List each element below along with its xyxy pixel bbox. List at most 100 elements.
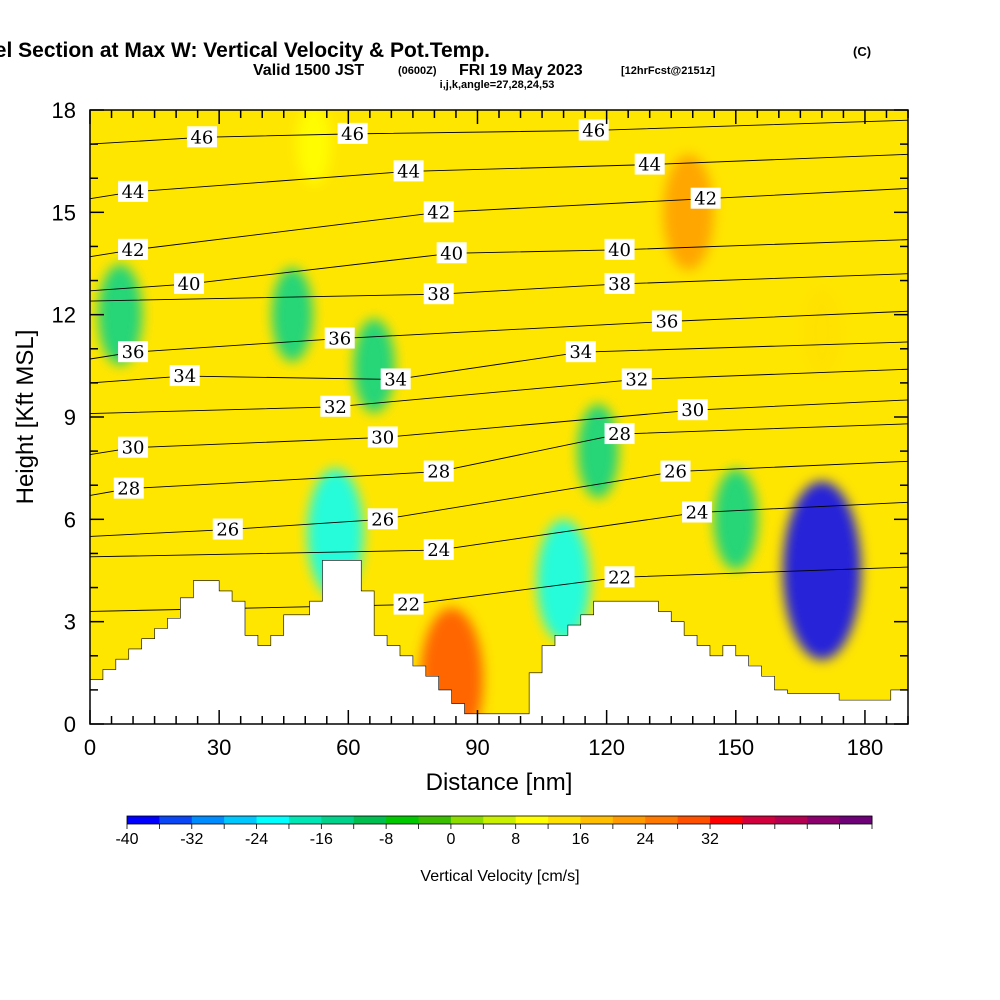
contour-label-text: 30 xyxy=(681,400,704,421)
plot-area xyxy=(90,110,908,724)
x-tick-label: 60 xyxy=(336,735,360,760)
contour-label-text: 36 xyxy=(328,329,351,350)
x-axis-title: Distance [nm] xyxy=(426,769,573,796)
contour-label-text: 26 xyxy=(216,520,239,541)
contour-label: 22 xyxy=(604,566,635,588)
colorbar-tick-label: -24 xyxy=(245,831,268,848)
contour-label-box xyxy=(565,341,596,363)
contour-label-text: 28 xyxy=(608,424,631,445)
colorbar-tick-label: 8 xyxy=(511,831,520,848)
x-tick-label: 180 xyxy=(847,735,884,760)
colorbar-swatch xyxy=(159,816,193,824)
contour-label: 38 xyxy=(604,272,635,295)
y-axis-title: Height [Kft MSL] xyxy=(12,330,39,505)
contour-label-box xyxy=(320,395,351,417)
contour-label: 44 xyxy=(634,153,665,176)
colorbar-tick-label: 32 xyxy=(701,831,719,848)
contour-label: 46 xyxy=(578,119,609,141)
contour-label-text: 38 xyxy=(427,284,450,305)
contour-label-box xyxy=(604,423,635,445)
velocity-cell xyxy=(353,318,395,413)
x-tick-label: 30 xyxy=(207,735,231,760)
contour-label-box xyxy=(634,153,665,175)
contour-label-text: 34 xyxy=(384,369,407,390)
contour-label: 42 xyxy=(423,201,454,223)
contour-label: 46 xyxy=(337,122,368,145)
colorbar-swatch xyxy=(224,816,258,824)
isentrope-line xyxy=(90,273,908,302)
contour-label-text: 36 xyxy=(122,342,145,363)
contour-label-text: 26 xyxy=(371,509,394,530)
contour-label-text: 42 xyxy=(694,189,717,210)
velocity-cell xyxy=(536,519,591,642)
contour-label-box xyxy=(118,238,149,260)
contour-label: 36 xyxy=(118,341,149,363)
colorbar-swatch xyxy=(450,816,484,824)
contour-label-box xyxy=(604,238,635,260)
contour-label: 40 xyxy=(174,272,205,295)
contour-label-text: 46 xyxy=(190,127,213,148)
contour-label: 22 xyxy=(393,593,424,616)
colorbar-tick-label: 24 xyxy=(636,831,654,848)
y-tick-label: 3 xyxy=(64,610,76,635)
contour-label-box xyxy=(393,160,424,182)
contour-label-box xyxy=(393,593,424,615)
contour-label-box xyxy=(380,368,411,390)
contour-label-text: 46 xyxy=(341,124,364,145)
contour-label-box xyxy=(113,477,144,499)
contour-label-box xyxy=(118,436,149,458)
contour-label: 44 xyxy=(118,180,149,203)
colorbar-swatch xyxy=(353,816,387,824)
forecast-info: [12hrFcst@2151z] xyxy=(621,65,715,77)
contour-label-box xyxy=(367,426,398,448)
colorbar-swatch xyxy=(677,816,711,824)
y-tick-label: 9 xyxy=(64,405,76,430)
x-tick-label: 150 xyxy=(717,735,754,760)
y-tick-label: 15 xyxy=(52,200,76,225)
contour-label-box xyxy=(367,508,398,530)
contour-label: 24 xyxy=(423,539,454,561)
contour-label-text: 22 xyxy=(397,595,420,616)
contour-label-text: 42 xyxy=(427,202,450,223)
contour-label-text: 34 xyxy=(569,342,592,363)
colorbar-swatch xyxy=(386,816,420,824)
contour-label-box xyxy=(423,460,454,482)
contour-label: 30 xyxy=(118,436,149,459)
x-tick-label: 0 xyxy=(84,735,96,760)
contour-label-box xyxy=(423,539,454,561)
colorbar-tick-label: 16 xyxy=(572,831,590,848)
y-tick-label: 0 xyxy=(64,712,76,737)
contour-label-box xyxy=(423,201,454,223)
velocity-cell xyxy=(663,154,714,270)
contour-label-text: 34 xyxy=(173,366,196,387)
colorbar-tick-label: -16 xyxy=(310,831,333,848)
chart-title: Wind-Parallel Section at Max W: Vertical… xyxy=(0,39,490,62)
contour-label: 42 xyxy=(690,187,721,210)
colorbar-swatch xyxy=(321,816,355,824)
contour-label: 34 xyxy=(380,368,411,390)
contour-label-text: 26 xyxy=(664,462,687,483)
colorbar-frame xyxy=(126,815,873,825)
contour-label-box xyxy=(337,122,368,144)
contour-label-box xyxy=(682,501,713,523)
contour-label: 32 xyxy=(320,395,351,418)
velocity-cell xyxy=(296,110,332,185)
contour-labels: 46 46 46 44 44 44 42 42 42 40 40 40 38 38 36 36 36 34 34 34… xyxy=(113,119,721,616)
colorbar-swatch xyxy=(774,816,808,824)
contour-label-text: 46 xyxy=(582,120,605,141)
colorbar-swatch xyxy=(742,816,776,824)
contour-label: 40 xyxy=(436,242,467,264)
contour-label-box xyxy=(423,283,454,305)
isentrope-line xyxy=(90,566,908,612)
contour-label-box xyxy=(436,242,467,264)
contour-label-text: 28 xyxy=(427,462,450,483)
contour-label-box xyxy=(677,399,708,421)
contour-label-text: 42 xyxy=(122,240,145,261)
colorbar-swatch xyxy=(645,816,679,824)
velocity-cell xyxy=(802,288,841,376)
contour-label: 34 xyxy=(169,365,200,387)
contour-label: 32 xyxy=(621,368,652,390)
contour-label-text: 30 xyxy=(122,438,145,459)
contour-label: 30 xyxy=(367,426,398,448)
contour-label-box xyxy=(651,310,682,332)
